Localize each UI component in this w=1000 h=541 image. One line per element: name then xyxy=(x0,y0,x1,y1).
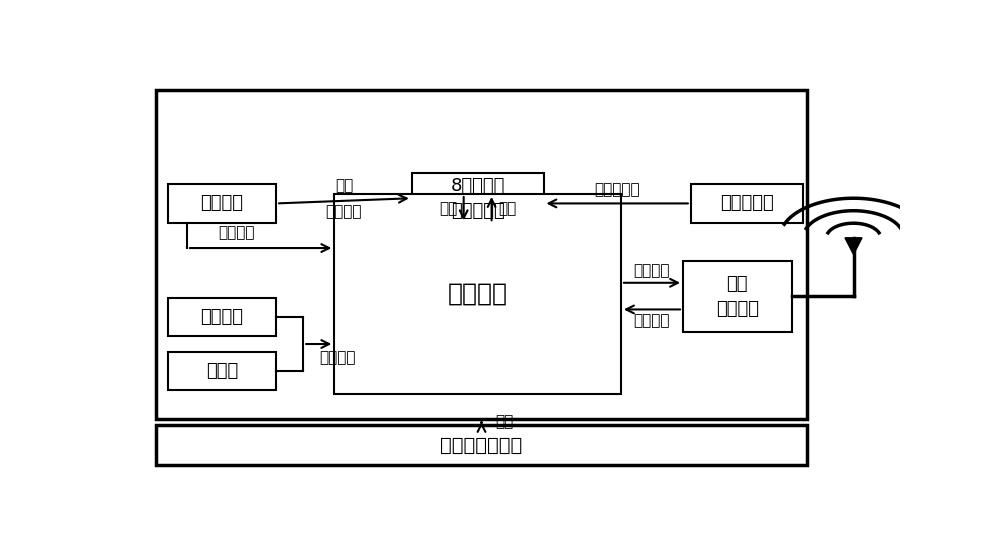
Bar xyxy=(156,425,807,465)
Bar xyxy=(691,183,803,223)
Polygon shape xyxy=(845,238,862,254)
Text: 指令: 指令 xyxy=(439,201,457,216)
Bar xyxy=(156,90,807,419)
Text: 无线
传输模块: 无线 传输模块 xyxy=(716,275,759,318)
Text: 时间信息: 时间信息 xyxy=(326,204,362,219)
Text: 北斗模块: 北斗模块 xyxy=(200,194,243,213)
Text: 控制单元: 控制单元 xyxy=(448,282,508,306)
Text: 供电: 供电 xyxy=(495,414,514,430)
Text: 目标声信号: 目标声信号 xyxy=(594,182,640,197)
Bar xyxy=(683,261,792,332)
Bar xyxy=(334,194,621,394)
Text: 运动状态: 运动状态 xyxy=(319,350,355,365)
Text: 麦克风阵列: 麦克风阵列 xyxy=(720,194,774,213)
Bar xyxy=(412,173,544,223)
Text: 8通道同步
数据采集卡: 8通道同步 数据采集卡 xyxy=(450,177,505,220)
Text: 数据: 数据 xyxy=(498,201,516,216)
Text: 授时: 授时 xyxy=(335,178,353,193)
Bar xyxy=(168,298,276,335)
Text: 数据传输: 数据传输 xyxy=(634,263,670,279)
Text: 位置信息: 位置信息 xyxy=(218,226,254,241)
Text: 采集指令: 采集指令 xyxy=(634,314,670,328)
Bar xyxy=(168,352,276,390)
Bar xyxy=(168,183,276,223)
Text: 加速度计: 加速度计 xyxy=(200,308,243,326)
Text: 陀螺仪: 陀螺仪 xyxy=(206,362,238,380)
Text: 便携式移动电源: 便携式移动电源 xyxy=(440,436,523,454)
